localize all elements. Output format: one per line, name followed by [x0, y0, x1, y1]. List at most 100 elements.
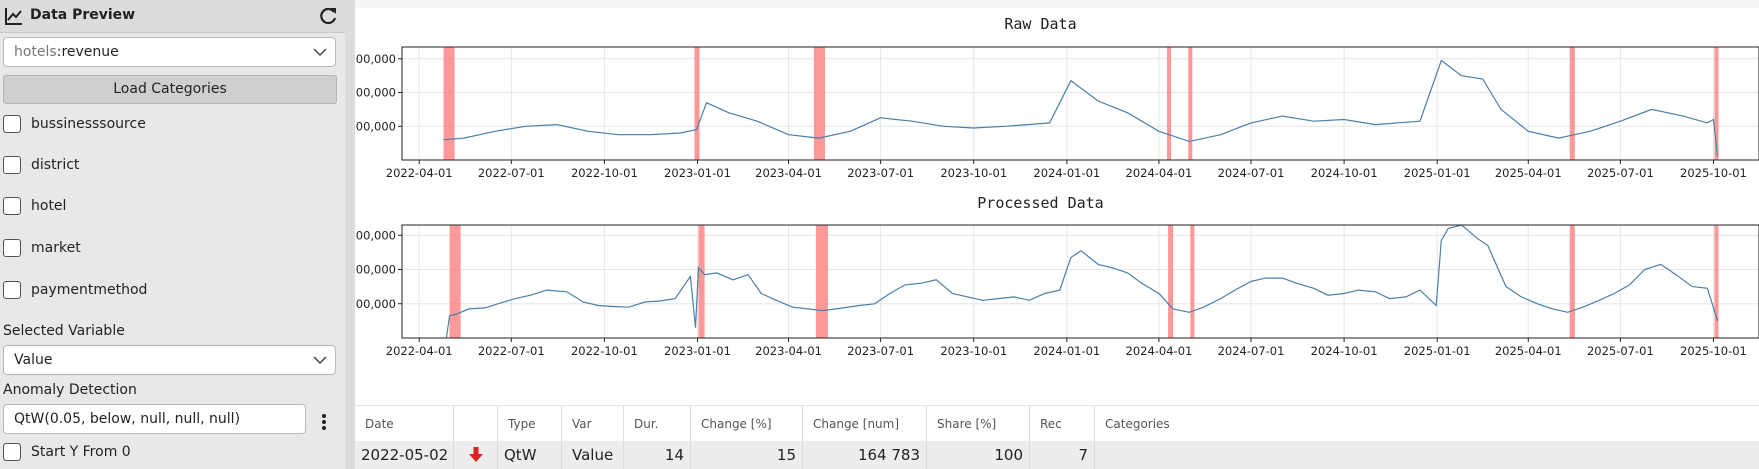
checkbox[interactable] — [3, 156, 21, 174]
cell-dur: 14 — [624, 441, 691, 469]
load-categories-button[interactable]: Load Categories — [3, 75, 337, 104]
anomaly-highlight — [1569, 47, 1575, 160]
chevron-down-icon — [313, 48, 327, 57]
plot-frame — [401, 224, 1759, 339]
sidebar: Data Preview hotels:revenue Load Categor… — [0, 0, 345, 469]
category-label: paymentmethod — [31, 282, 148, 298]
anomaly-highlight — [815, 225, 829, 338]
x-tick-label: 2023-10-01 — [940, 344, 1007, 358]
x-tick-label: 2023-07-01 — [847, 344, 914, 358]
sidebar-title: Data Preview — [30, 7, 136, 23]
data-source-prefix: hotels — [14, 44, 57, 60]
main-panel: Raw Data 2022-04-01 2022-07-01 2022-10-01 20… — [355, 0, 1759, 469]
x-tick-label: 2022-10-01 — [571, 344, 638, 358]
cell-change-num: 164 783 — [803, 441, 927, 469]
y-tick-label: 2,000,000 — [355, 119, 396, 133]
line-chart-icon — [5, 8, 22, 25]
x-tick-label: 2025-01-01 — [1404, 344, 1471, 358]
header-change-num[interactable]: Change [num] — [803, 406, 927, 442]
x-tick-label: 2024-07-01 — [1218, 344, 1285, 358]
y-tick-label: 10,000,000 — [355, 297, 396, 311]
anomaly-highlight — [1168, 225, 1174, 338]
anomaly-highlight — [1190, 225, 1195, 338]
anomaly-highlight — [1714, 225, 1719, 338]
x-tick-label: 2024-04-01 — [1126, 344, 1193, 358]
anomaly-highlight — [449, 225, 461, 338]
x-tick-label: 2023-10-01 — [940, 166, 1007, 180]
series-line — [443, 59, 1719, 157]
selected-variable-select[interactable]: Value — [3, 345, 336, 375]
y-tick-label: 4,000,000 — [355, 86, 396, 100]
header-date[interactable]: Date — [355, 406, 454, 442]
x-tick-label: 2024-01-01 — [1033, 166, 1100, 180]
cell-change-pct: 15 — [691, 441, 803, 469]
chevron-down-icon — [313, 356, 327, 365]
selected-variable-label: Selected Variable — [3, 323, 125, 339]
x-tick-label: 2022-07-01 — [478, 344, 545, 358]
checkbox[interactable] — [3, 443, 21, 461]
anomaly-highlight — [1167, 47, 1172, 160]
header-share-pct[interactable]: Share [%] — [927, 406, 1030, 442]
x-tick-label: 2024-01-01 — [1033, 344, 1100, 358]
header-var[interactable]: Var — [562, 406, 624, 442]
anomaly-detection-value: QtW(0.05, below, null, null, null) — [14, 411, 241, 427]
x-tick-label: 2025-10-01 — [1680, 166, 1747, 180]
header-dur[interactable]: Dur. — [624, 406, 691, 442]
y-tick-label: 6,000,000 — [355, 52, 396, 66]
top-strip — [355, 0, 1759, 8]
panel-divider[interactable] — [345, 0, 355, 469]
header-categories[interactable]: Categories — [1105, 417, 1170, 431]
anomaly-highlight — [813, 47, 825, 160]
table-header: Date Type Var Dur. Change [%] Change [nu… — [355, 405, 1759, 442]
cell-categories — [1095, 441, 1759, 469]
category-label: district — [31, 157, 80, 173]
anomaly-highlight — [1188, 47, 1193, 160]
anomaly-detection-label: Anomaly Detection — [3, 382, 137, 398]
header-rec[interactable]: Rec — [1030, 406, 1095, 442]
category-label: hotel — [31, 198, 67, 214]
x-tick-label: 2025-07-01 — [1587, 344, 1654, 358]
anomaly-highlight — [1714, 47, 1719, 160]
x-tick-label: 2023-04-01 — [755, 166, 822, 180]
cell-var: Value — [562, 441, 624, 469]
data-source-value: :revenue — [56, 44, 119, 60]
cell-date: 2022-05-02 — [355, 441, 454, 469]
x-tick-label: 2023-07-01 — [847, 166, 914, 180]
chart-title: Raw Data — [1004, 15, 1076, 33]
anomaly-detection-input[interactable]: QtW(0.05, below, null, null, null) — [3, 404, 306, 434]
refresh-icon[interactable] — [317, 5, 339, 27]
data-source-select[interactable]: hotels:revenue — [3, 37, 336, 67]
x-tick-label: 2024-04-01 — [1126, 166, 1193, 180]
header-change-pct[interactable]: Change [%] — [691, 406, 803, 442]
y-tick-label: 20,000,000 — [355, 263, 396, 277]
checkbox[interactable] — [3, 115, 21, 133]
table-row[interactable]: 2022-05-02 QtW Value 14 15 164 783 100 7 — [355, 441, 1759, 469]
anomaly-highlight — [1569, 225, 1575, 338]
x-tick-label: 2023-01-01 — [664, 166, 731, 180]
cell-share-pct: 100 — [927, 441, 1030, 469]
category-label: market — [31, 240, 81, 256]
chart-title: Processed Data — [977, 194, 1103, 212]
x-tick-label: 2022-10-01 — [571, 166, 638, 180]
series-line — [445, 224, 1719, 338]
header-direction[interactable] — [454, 406, 498, 442]
checkbox[interactable] — [3, 281, 21, 299]
checkbox[interactable] — [3, 197, 21, 215]
cell-direction — [454, 441, 498, 469]
anomaly-highlight — [694, 47, 700, 160]
header-type[interactable]: Type — [498, 406, 562, 442]
anomaly-highlight — [698, 225, 705, 338]
sidebar-header: Data Preview — [0, 0, 345, 33]
x-tick-label: 2024-10-01 — [1311, 166, 1378, 180]
cell-type: QtW — [498, 441, 562, 469]
x-tick-label: 2022-04-01 — [386, 344, 453, 358]
x-tick-label: 2023-01-01 — [664, 344, 731, 358]
x-tick-label: 2022-04-01 — [386, 166, 453, 180]
anomaly-highlight — [443, 47, 455, 160]
more-options-icon[interactable] — [316, 412, 332, 432]
x-tick-label: 2025-07-01 — [1587, 166, 1654, 180]
y-tick-label: 30,000,000 — [355, 228, 396, 242]
x-tick-label: 2025-10-01 — [1680, 344, 1747, 358]
selected-variable-value: Value — [14, 352, 53, 368]
checkbox[interactable] — [3, 239, 21, 257]
